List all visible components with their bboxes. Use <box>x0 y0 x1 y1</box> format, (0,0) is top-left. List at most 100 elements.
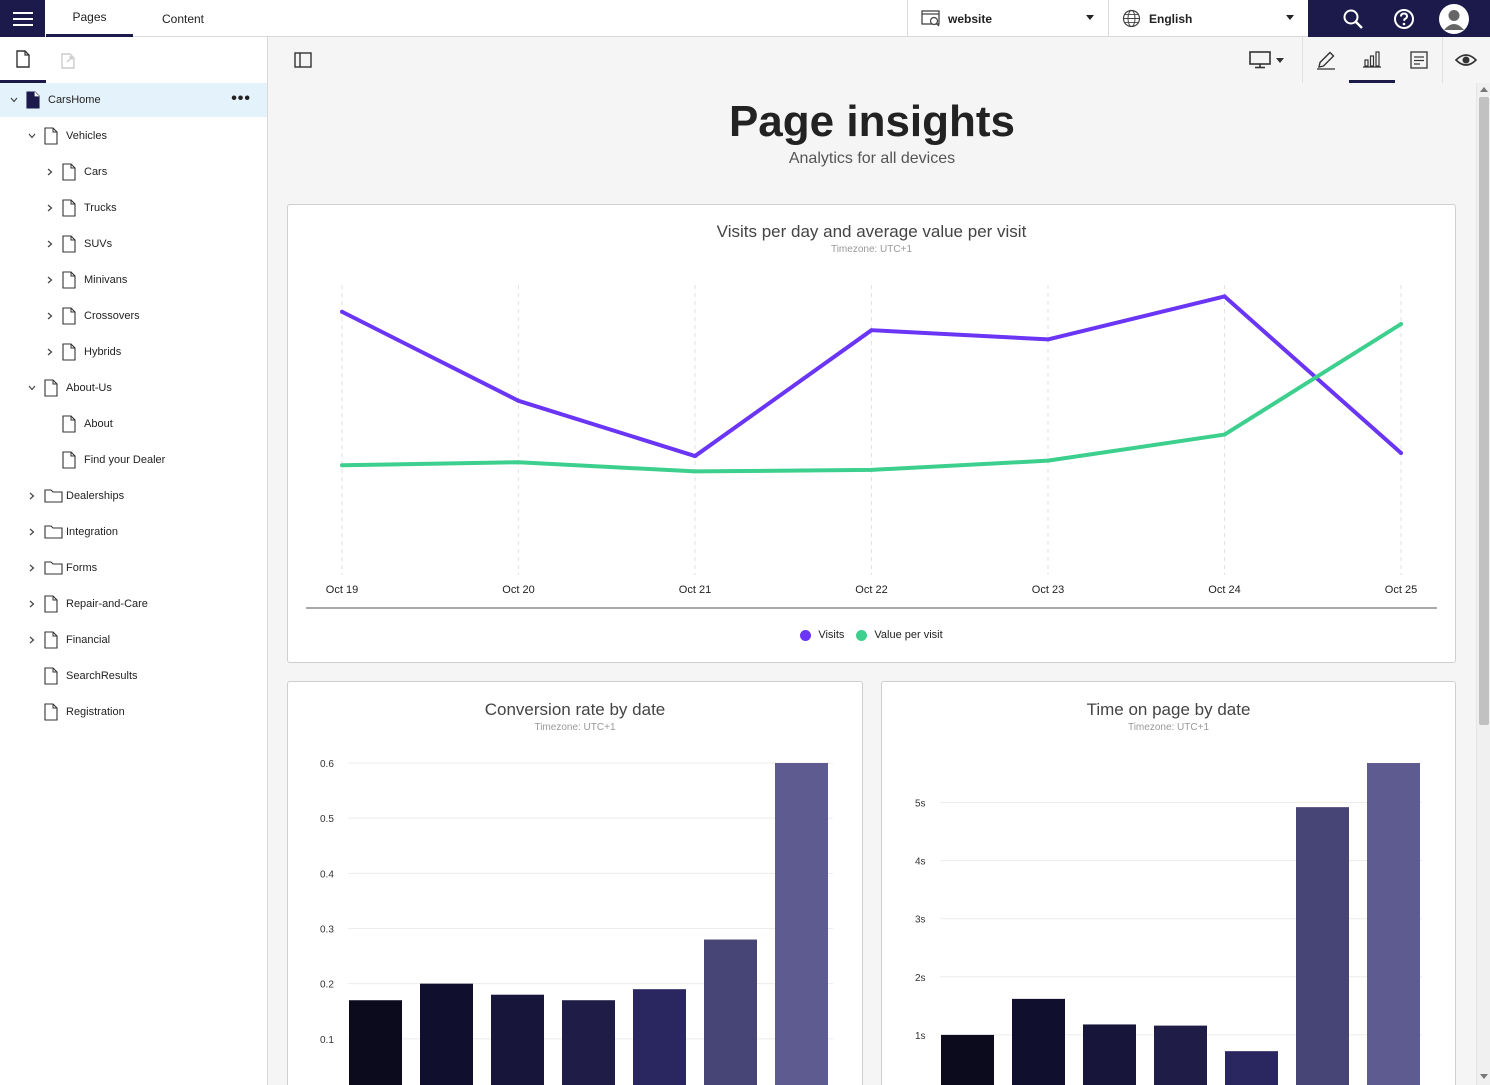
bar[interactable] <box>420 983 473 1085</box>
bar[interactable] <box>1367 763 1420 1085</box>
device-select[interactable] <box>1240 37 1292 83</box>
chevron-right-icon[interactable] <box>27 635 37 645</box>
user-avatar-button[interactable] <box>1434 0 1474 37</box>
data-point[interactable] <box>340 309 344 314</box>
page-icon <box>62 451 76 472</box>
bar[interactable] <box>1296 807 1349 1085</box>
chevron-right-icon[interactable] <box>45 275 55 285</box>
bar[interactable] <box>349 1000 402 1085</box>
chevron-down-icon[interactable] <box>27 383 37 393</box>
tree-item[interactable]: SUVs <box>0 227 267 261</box>
scroll-up-icon[interactable] <box>1480 87 1488 92</box>
legend-item-visits[interactable]: Visits <box>800 629 844 641</box>
sidebar-collapse-icon <box>294 52 312 68</box>
chevron-right-icon[interactable] <box>45 239 55 249</box>
data-point[interactable] <box>1222 432 1227 437</box>
chevron-right-icon[interactable] <box>45 167 55 177</box>
bar[interactable] <box>941 1034 994 1085</box>
move-page-tab[interactable] <box>46 37 92 83</box>
site-select-value: website <box>948 12 993 26</box>
bar[interactable] <box>562 1000 615 1085</box>
chevron-down-icon[interactable] <box>27 131 37 141</box>
tree-item[interactable]: Cars <box>0 155 267 189</box>
tree-item[interactable]: Minivans <box>0 263 267 297</box>
data-point[interactable] <box>1222 294 1227 299</box>
tree-item[interactable]: About <box>0 407 267 441</box>
more-options-icon[interactable]: ••• <box>231 90 251 107</box>
scroll-down-icon[interactable] <box>1480 1074 1488 1079</box>
chevron-right-icon[interactable] <box>45 347 55 357</box>
tree-item[interactable]: About-Us <box>0 371 267 405</box>
data-point[interactable] <box>516 460 521 465</box>
chevron-down-icon[interactable] <box>9 95 19 105</box>
chevron-down-icon <box>1086 15 1094 20</box>
chevron-right-icon[interactable] <box>45 311 55 321</box>
legend-label: Value per visit <box>874 629 943 641</box>
tree-item[interactable]: Repair-and-Care <box>0 587 267 621</box>
top-bar: Pages Content website English <box>0 0 1490 37</box>
bar[interactable] <box>704 939 757 1085</box>
legend-item-value-per-visit[interactable]: Value per visit <box>856 629 943 641</box>
data-point[interactable] <box>1399 322 1403 327</box>
tree-item[interactable]: Financial <box>0 623 267 657</box>
tree-item[interactable]: Dealerships <box>0 479 267 513</box>
chevron-right-icon[interactable] <box>27 599 37 609</box>
menu-button[interactable] <box>0 0 45 37</box>
help-button[interactable] <box>1384 0 1424 37</box>
data-point[interactable] <box>340 463 344 468</box>
folder-icon <box>44 525 63 542</box>
bar[interactable] <box>1012 998 1065 1085</box>
tree-item[interactable]: SearchResults <box>0 659 267 693</box>
pages-tree-tab[interactable] <box>0 37 46 83</box>
chevron-right-icon[interactable] <box>27 491 37 501</box>
tree-item-label: Registration <box>66 706 125 718</box>
bar[interactable] <box>633 989 686 1085</box>
site-select[interactable]: website <box>907 0 1108 37</box>
y-tick-label: 0.3 <box>320 925 334 936</box>
chevron-right-icon[interactable] <box>27 527 37 537</box>
data-point[interactable] <box>869 467 874 472</box>
tree-item-label: Forms <box>66 562 98 574</box>
main-scrollbar[interactable] <box>1476 83 1490 1085</box>
bar-chart-icon <box>1363 50 1381 68</box>
tree-item[interactable]: Hybrids <box>0 335 267 369</box>
insights-mode-button[interactable] <box>1349 37 1395 83</box>
properties-mode-button[interactable] <box>1396 37 1442 83</box>
bar[interactable] <box>1083 1024 1136 1085</box>
tree-item[interactable]: Find your Dealer <box>0 443 267 477</box>
tree-item[interactable]: Crossovers <box>0 299 267 333</box>
tab-pages[interactable]: Pages <box>46 0 133 37</box>
bar[interactable] <box>775 763 828 1085</box>
tree-item[interactable]: Trucks <box>0 191 267 225</box>
data-point[interactable] <box>693 454 697 459</box>
data-point[interactable] <box>693 469 697 474</box>
bar[interactable] <box>491 994 544 1085</box>
data-point[interactable] <box>1046 337 1050 342</box>
data-point[interactable] <box>1399 450 1403 455</box>
data-point[interactable] <box>1046 458 1050 463</box>
tree-item[interactable]: Registration <box>0 695 267 729</box>
search-button[interactable] <box>1333 0 1373 37</box>
language-select[interactable]: English <box>1108 0 1308 37</box>
tree-item[interactable]: Vehicles <box>0 119 267 153</box>
page-icon <box>62 415 76 436</box>
data-point[interactable] <box>869 328 874 333</box>
toggle-sidebar-button[interactable] <box>280 37 326 83</box>
pencil-icon <box>1317 51 1335 70</box>
chevron-right-icon[interactable] <box>45 203 55 213</box>
bar[interactable] <box>1225 1051 1278 1085</box>
scroll-thumb[interactable] <box>1479 97 1489 725</box>
chevron-right-icon[interactable] <box>27 563 37 573</box>
tab-content[interactable]: Content <box>161 11 205 26</box>
bar[interactable] <box>1154 1025 1207 1085</box>
home-page-icon <box>26 91 40 112</box>
preview-button[interactable] <box>1443 37 1489 83</box>
edit-mode-button[interactable] <box>1303 37 1349 83</box>
tree-item[interactable]: Forms <box>0 551 267 585</box>
y-tick-label: 2s <box>915 973 926 984</box>
page-icon <box>62 343 76 364</box>
tree-item[interactable]: CarsHome ••• <box>0 83 267 117</box>
tree-item[interactable]: Integration <box>0 515 267 549</box>
tree-item-label: About-Us <box>66 382 112 394</box>
data-point[interactable] <box>516 398 521 403</box>
